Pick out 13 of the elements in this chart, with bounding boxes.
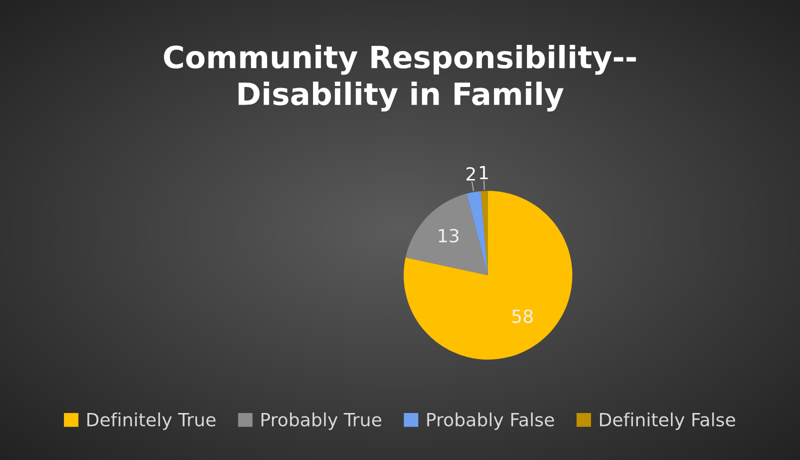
pie-slice	[466, 191, 488, 276]
pie-slice	[404, 190, 572, 360]
legend-label: Definitely False	[600, 412, 736, 430]
legend-label: Definitely True	[87, 412, 216, 430]
pie-slice	[480, 190, 488, 276]
data-label: 58	[512, 309, 533, 324]
data-label: 1	[480, 166, 488, 180]
data-label: 13	[438, 228, 458, 243]
data-label: 2	[466, 167, 475, 180]
pie-slice	[406, 194, 488, 276]
legend-label: Probably True	[262, 412, 382, 430]
chart-title: Community Responsibility-- Disability in Family	[164, 44, 636, 112]
legend-label: Probably False	[427, 412, 554, 430]
